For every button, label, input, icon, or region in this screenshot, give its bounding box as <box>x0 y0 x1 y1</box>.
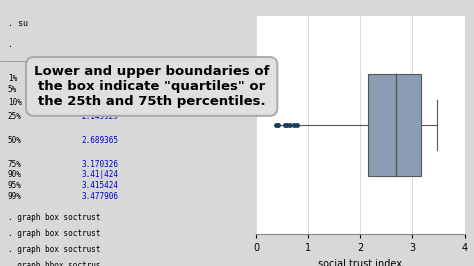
Text: 2.149929: 2.149929 <box>82 112 119 121</box>
Text: . graph box soctrust: . graph box soctrust <box>8 229 100 238</box>
Text: 90%: 90% <box>8 170 21 179</box>
Text: 99%: 99% <box>8 192 21 201</box>
Text: Lower and upper boundaries of
the box indicate "quartiles" or
the 25th and 75th : Lower and upper boundaries of the box in… <box>34 65 269 108</box>
Text: 1.668085: 1.668085 <box>82 98 119 107</box>
Text: . su: . su <box>8 19 27 28</box>
Text: 50%: 50% <box>8 136 21 145</box>
Text: 2.689365: 2.689365 <box>82 136 119 145</box>
Text: 25%: 25% <box>8 112 21 121</box>
Text: 3.170326: 3.170326 <box>82 160 119 169</box>
Text: 95%: 95% <box>8 181 21 190</box>
Text: . graph box soctrust: . graph box soctrust <box>8 213 100 222</box>
Text: 10%: 10% <box>8 98 21 107</box>
X-axis label: social trust index: social trust index <box>318 259 402 266</box>
Text: 3.477906: 3.477906 <box>82 192 119 201</box>
Text: 3.41|424: 3.41|424 <box>82 170 119 179</box>
Text: 5%: 5% <box>8 85 17 94</box>
Text: 3.415424: 3.415424 <box>82 181 119 190</box>
Bar <box>368 74 421 176</box>
Text: 1%: 1% <box>8 74 17 84</box>
Text: 75%: 75% <box>8 160 21 169</box>
Text: . graph hbox soctrus: . graph hbox soctrus <box>8 261 100 266</box>
Text: . graph box soctrust: . graph box soctrust <box>8 245 100 254</box>
Text: .: . <box>8 40 13 49</box>
